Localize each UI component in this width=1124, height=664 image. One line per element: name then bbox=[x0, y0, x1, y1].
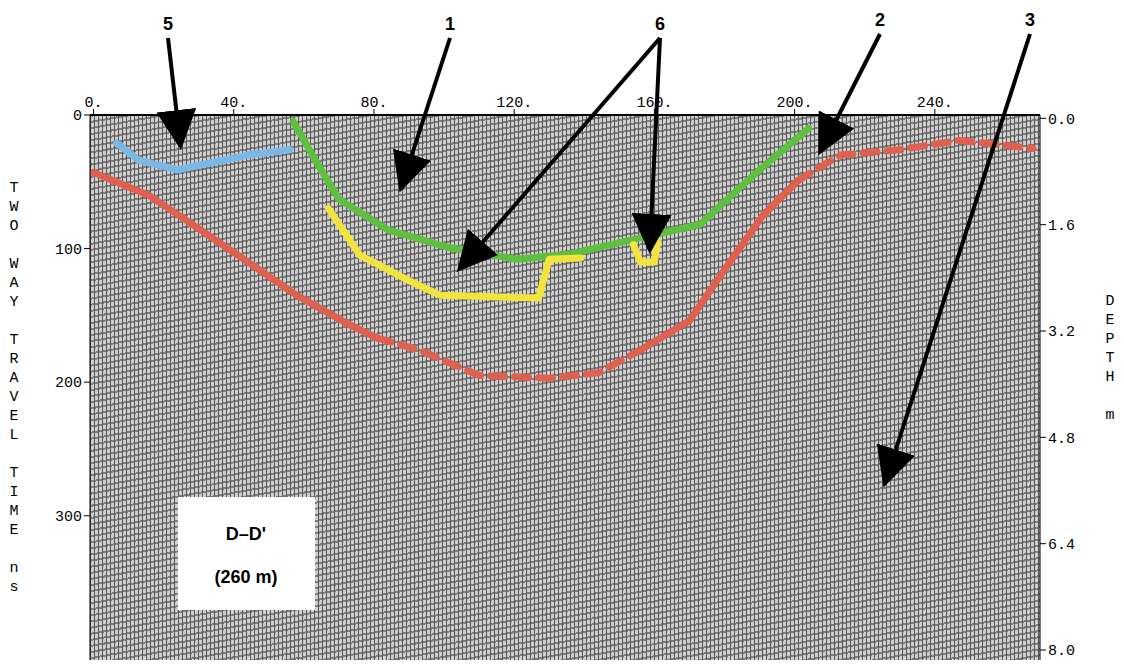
svg-text:V: V bbox=[9, 389, 18, 406]
svg-text:80.: 80. bbox=[360, 95, 387, 112]
svg-text:(260 m): (260 m) bbox=[214, 567, 277, 587]
svg-text:5: 5 bbox=[163, 14, 173, 34]
svg-text:H: H bbox=[1105, 369, 1114, 386]
svg-text:3.2: 3.2 bbox=[1048, 324, 1075, 341]
svg-text:Y: Y bbox=[9, 294, 18, 311]
svg-text:A: A bbox=[9, 370, 18, 387]
svg-text:L: L bbox=[9, 427, 18, 444]
svg-text:T: T bbox=[9, 180, 18, 197]
svg-text:n: n bbox=[9, 560, 18, 577]
svg-text:1.6: 1.6 bbox=[1048, 218, 1075, 235]
svg-text:0: 0 bbox=[73, 108, 82, 125]
svg-text:P: P bbox=[1105, 331, 1114, 348]
svg-text:1: 1 bbox=[445, 14, 455, 34]
svg-text:M: M bbox=[9, 503, 18, 520]
svg-text:2: 2 bbox=[875, 10, 885, 30]
svg-text:m: m bbox=[1105, 407, 1114, 424]
svg-text:T: T bbox=[9, 465, 18, 482]
svg-text:0.0: 0.0 bbox=[1048, 112, 1075, 129]
svg-text:T: T bbox=[1105, 350, 1114, 367]
svg-text:120.: 120. bbox=[496, 95, 532, 112]
svg-text:40.: 40. bbox=[220, 95, 247, 112]
svg-text:D: D bbox=[1105, 293, 1114, 310]
svg-text:160.: 160. bbox=[636, 95, 672, 112]
svg-text:T: T bbox=[9, 332, 18, 349]
svg-text:W: W bbox=[9, 199, 18, 216]
svg-text:s: s bbox=[9, 579, 18, 596]
svg-text:300: 300 bbox=[55, 509, 82, 526]
svg-text:I: I bbox=[9, 484, 18, 501]
svg-text:240.: 240. bbox=[917, 95, 953, 112]
svg-text:W: W bbox=[9, 256, 18, 273]
svg-text:6: 6 bbox=[655, 14, 665, 34]
svg-text:A: A bbox=[9, 275, 18, 292]
svg-text:4.8: 4.8 bbox=[1048, 431, 1075, 448]
svg-text:E: E bbox=[9, 408, 18, 425]
svg-text:D–D': D–D' bbox=[226, 524, 266, 544]
svg-text:8.0: 8.0 bbox=[1048, 643, 1075, 660]
svg-text:O: O bbox=[9, 218, 18, 235]
svg-text:3: 3 bbox=[1025, 10, 1035, 30]
svg-text:6.4: 6.4 bbox=[1048, 537, 1075, 554]
svg-text:R: R bbox=[9, 351, 18, 368]
svg-text:200: 200 bbox=[55, 375, 82, 392]
svg-text:0.: 0. bbox=[84, 95, 102, 112]
svg-text:E: E bbox=[9, 522, 18, 539]
svg-text:100: 100 bbox=[55, 242, 82, 259]
svg-text:200.: 200. bbox=[777, 95, 813, 112]
svg-text:E: E bbox=[1105, 312, 1114, 329]
